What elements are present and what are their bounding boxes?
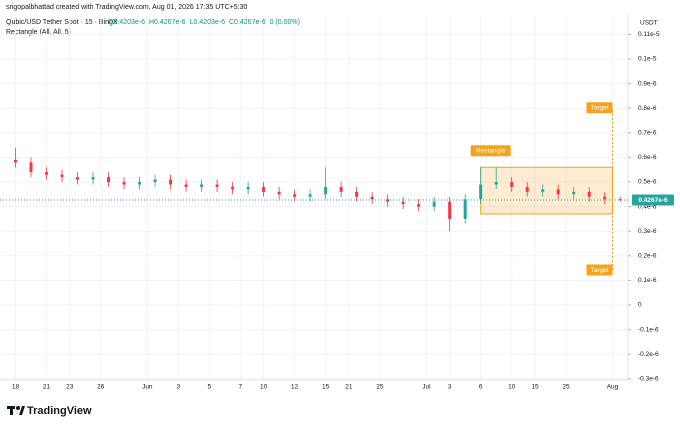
candle-body [277,191,281,195]
y-tick-label: -0.2e-6 [638,351,659,358]
y-tick-label: 0 [638,302,642,309]
candle-body [572,191,576,195]
y-tick-label: 0.1e-5 [638,56,657,63]
ohlc-value: O0.4203e-6 [108,19,145,26]
y-tick-label: 0.11e-5 [638,31,660,38]
ohlc-value: L0.4203e-6 [190,19,226,26]
x-tick-label: 23 [66,384,74,391]
candle-body [370,196,374,200]
candle-body [355,191,359,197]
ohlc-value: C0.4267e-6 [229,19,266,26]
x-tick-label: 10 [260,384,268,391]
target-label: Target [590,104,608,111]
candle-body [401,201,405,205]
brand-logo [7,406,25,415]
x-tick-label: 26 [97,384,105,391]
x-tick-label: 15 [322,384,330,391]
credit: srigopalbhattad created with TradingView… [6,4,247,11]
candle-body [587,191,591,197]
x-tick-label: 21 [43,384,51,391]
candle-body [494,182,498,185]
rectangle-label-box [470,145,511,157]
x-tick-label: Jul [422,384,431,391]
candle-body [60,174,64,178]
candle-body [200,184,204,187]
x-tick-label: 15 [531,384,539,391]
x-tick-label: 12 [291,384,299,391]
y-tick-label: 0.8e-6 [638,105,657,112]
x-tick-label: 10 [508,384,516,391]
candle-body [308,194,312,197]
brand: TradingView [27,405,92,417]
x-tick-label: 3 [448,384,452,391]
candles [14,147,622,232]
candle-body [122,182,126,185]
candle-body [525,186,529,192]
last-price-label: 0.4267e-6 [638,197,668,204]
currency: USDT [640,20,658,27]
rectangle [480,166,613,215]
target-box [586,102,613,114]
candle-body [618,199,622,201]
x-tick-label: 3 [177,384,181,391]
y-tick-label: -0.3e-6 [638,375,659,382]
x-tick-label: Aug [607,384,619,391]
x-tick-label: 21 [345,384,353,391]
candle-body [215,184,219,187]
x-tick-label: 6 [479,384,483,391]
y-tick-label: 0.9e-6 [638,80,657,87]
candle-body [184,184,188,187]
candle-body [417,204,421,207]
x-tick-label: 5 [208,384,212,391]
rectangle-label: Rectangle [476,147,506,154]
candle-body [246,186,250,190]
y-tick-label: 0.5e-6 [638,179,657,186]
x-tick-label: Jun [142,384,153,391]
indicator: Rectangle (All, All, 5) [6,29,71,36]
candle-body [448,201,452,219]
candle-body [324,186,328,195]
y-tick-label: -0.1e-6 [638,326,659,333]
candle-body [29,162,33,173]
last-price-box [632,194,674,206]
candle-body [541,189,545,192]
candle-body [169,179,173,185]
target-label: Target [590,267,608,274]
candle-body [479,184,483,200]
candle-body [556,189,560,195]
symbol: Qubic/USD Tether Spot · 15 · BingX [6,19,118,26]
ohlc-value: 0 (0.00%) [270,19,300,26]
candle-body [603,196,607,200]
x-tick-label: 25 [376,384,384,391]
candle-body [91,177,95,180]
x-tick-label: 7 [239,384,243,391]
candle-body [45,172,49,175]
y-tick-label: 0.1e-6 [638,277,657,284]
candle-body [510,182,514,187]
candle-body [432,201,436,207]
candle-body [262,186,266,192]
candle-body [107,177,111,183]
candle-body [231,186,235,190]
y-tick-label: 0.6e-6 [638,154,657,161]
candle-body [138,182,142,185]
target-box [586,264,613,276]
y-tick-label: 0.3e-6 [638,228,657,235]
candle-body [76,177,80,180]
ohlc-value: H0.4267e-6 [149,19,186,26]
x-tick-label: 18 [12,384,20,391]
y-tick-label: 0.7e-6 [638,130,657,137]
candle-body [293,194,297,197]
y-tick-label: 0.2e-6 [638,253,657,260]
candle-body [339,186,343,192]
candle-body [153,179,157,183]
y-tick-label: 0.4e-6 [638,203,657,210]
candle-body [14,159,18,163]
candle-body [463,199,467,219]
x-tick-label: 25 [562,384,570,391]
